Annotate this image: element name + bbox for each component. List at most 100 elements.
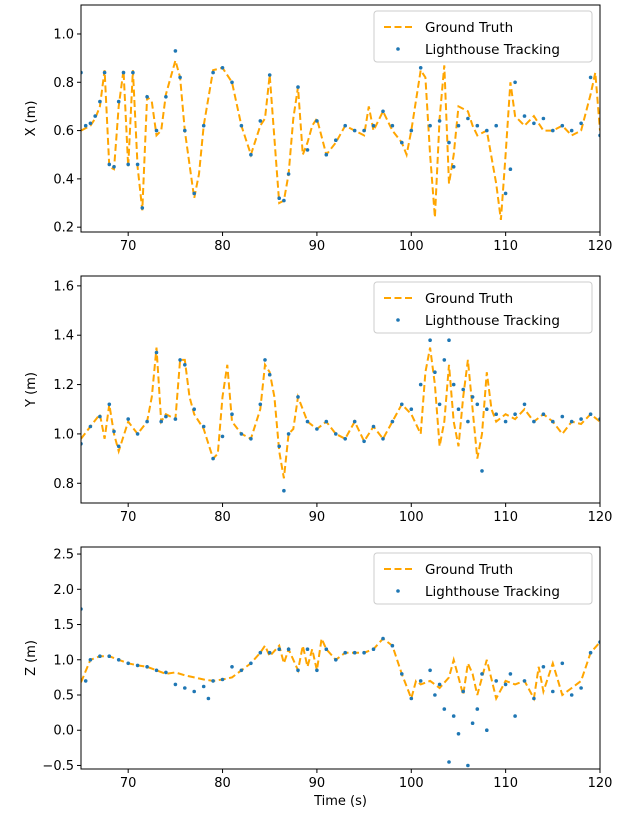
tracking-point <box>409 407 414 412</box>
y-tick-label: −0.5 <box>42 759 74 774</box>
x-tick-label: 100 <box>399 776 424 791</box>
tracking-point <box>352 128 357 133</box>
tracking-point <box>437 682 442 687</box>
tracking-point <box>437 402 442 407</box>
tracking-point <box>475 123 480 128</box>
y-tick-label: 1.6 <box>53 279 74 294</box>
tracking-point <box>249 661 253 666</box>
tracking-point <box>447 760 451 764</box>
y-tick-label: 2.0 <box>53 583 74 598</box>
tracking-point <box>532 696 536 701</box>
x-tick-label: 120 <box>588 776 613 791</box>
tracking-point <box>315 427 319 431</box>
tracking-point <box>409 696 414 701</box>
tracking-point <box>569 419 574 424</box>
tracking-point <box>485 728 489 732</box>
y-tick-label: 0.4 <box>53 172 74 187</box>
ground-truth-line <box>81 635 600 702</box>
tracking-point <box>263 358 267 362</box>
tracking-point <box>334 432 338 436</box>
tracking-point <box>296 85 300 89</box>
tracking-point <box>220 66 225 70</box>
panel-1: 70 80 90 100 110 120 0.2 0.4 0.6 0.8 1.0 X (m) Groun… <box>24 4 613 254</box>
tracking-point <box>88 658 93 662</box>
legend-box <box>373 10 593 63</box>
legend: Ground Truth Lighthouse Tracking <box>373 552 593 605</box>
tracking-point <box>418 66 423 70</box>
tracking-point <box>192 191 196 196</box>
tracking-point <box>88 121 93 126</box>
tracking-point <box>277 444 282 449</box>
tracking-point <box>451 714 456 718</box>
tracking-point <box>286 172 291 176</box>
tracking-point <box>508 672 513 676</box>
tracking-point <box>475 402 480 407</box>
tracking-point <box>588 412 593 417</box>
x-axis-label: Time (s) <box>313 794 367 809</box>
tracking-point <box>211 70 215 75</box>
y-tick-label: 0.0 <box>53 724 74 739</box>
tracking-point <box>315 119 319 123</box>
legend-tracking-label: Lighthouse Tracking <box>425 313 560 329</box>
tracking-point <box>98 654 102 658</box>
tracking-point <box>83 679 88 683</box>
y-tick-label: 2.5 <box>53 548 74 563</box>
tracking-point <box>362 128 366 133</box>
legend-tracking-label: Lighthouse Tracking <box>425 42 560 58</box>
tracking-point <box>286 647 291 651</box>
tracking-point <box>513 714 517 718</box>
tracking-point <box>230 665 234 669</box>
tracking-point <box>494 123 499 128</box>
tracking-point <box>343 437 348 441</box>
tracking-point <box>456 123 461 128</box>
tracking-point <box>551 419 555 424</box>
tracking-point <box>116 444 121 449</box>
tracking-point <box>164 95 168 99</box>
legend-ground-truth-label: Ground Truth <box>425 562 513 578</box>
tracking-point <box>183 128 187 133</box>
x-tick-label: 80 <box>214 776 231 791</box>
tracking-point <box>522 402 527 407</box>
tracking-point <box>400 402 404 407</box>
tracking-point <box>480 469 484 473</box>
tracking-point <box>541 116 546 121</box>
tracking-point <box>102 70 107 75</box>
tracking-point <box>154 350 159 355</box>
tracking-point <box>98 414 102 419</box>
tracking-point <box>140 206 145 210</box>
tracking-point <box>461 689 466 694</box>
tracking-point <box>192 407 196 412</box>
y-tick-label: 1.0 <box>53 427 74 442</box>
tracking-point <box>249 437 253 441</box>
tracking-point <box>324 419 329 424</box>
legend-box <box>373 281 593 334</box>
tracking-point <box>220 677 225 682</box>
tracking-point <box>513 412 517 417</box>
tracking-point <box>296 395 300 399</box>
tracking-point <box>437 119 442 123</box>
y-tick-label: 0.8 <box>53 76 74 91</box>
legend-tracking-label: Lighthouse Tracking <box>425 584 560 600</box>
tracking-point <box>107 654 112 658</box>
tracking-point <box>418 679 423 683</box>
tracking-point <box>164 670 168 675</box>
tracking-point <box>135 162 140 167</box>
tracking-point <box>282 198 286 203</box>
tracking-point <box>560 123 565 128</box>
panel-3: 70 80 90 100 110 120 −0.5 0.0 0.5 1.0 1.5 2.0 2.5 Z (… <box>24 546 613 809</box>
x-tick-label: 120 <box>588 239 613 254</box>
tracking-point <box>588 650 593 655</box>
tracking-point <box>447 338 451 343</box>
tracking-point <box>371 424 376 429</box>
ground-truth-line <box>81 56 600 221</box>
x-tick-label: 80 <box>214 510 231 525</box>
tracking-point <box>428 668 432 673</box>
panel-2: 70 80 90 100 110 120 0.8 1.0 1.2 1.4 1.6 Y (m) Groun… <box>24 275 612 525</box>
tracking-point <box>442 358 447 362</box>
tracking-point <box>579 686 583 690</box>
x-tick-label: 70 <box>120 510 137 525</box>
tracking-point <box>456 732 461 736</box>
tracking-point <box>126 162 130 167</box>
y-tick-label: 1.0 <box>53 27 74 42</box>
tracking-point <box>107 402 112 407</box>
